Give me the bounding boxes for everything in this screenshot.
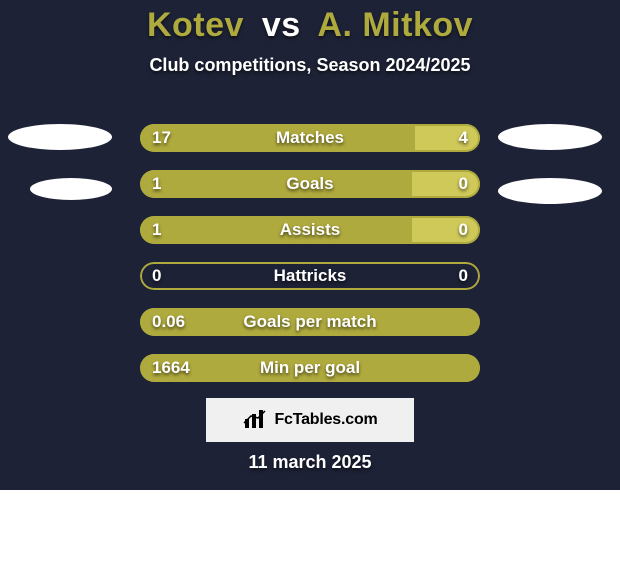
side-ellipse: [8, 124, 112, 150]
stat-segment-left: [140, 354, 480, 382]
date-text: 11 march 2025: [0, 452, 620, 473]
stat-segment-right: [412, 170, 480, 198]
player2-name: A. Mitkov: [317, 6, 473, 44]
stat-row: Hattricks0 0: [140, 262, 480, 290]
panel: Kotev vs A. Mitkov Club competitions, Se…: [0, 0, 620, 490]
stat-segment-left: [140, 170, 412, 198]
stat-row: Goals per match0.06: [140, 308, 480, 336]
chart-icon: [242, 409, 268, 431]
stat-outline: [140, 262, 480, 290]
stat-row: Goals10: [140, 170, 480, 198]
stat-segment-left: [140, 124, 415, 152]
stat-bars: Matches174 Goals10 Assists10 Hattricks0 0 Goa…: [140, 124, 480, 400]
stat-segment-left: [140, 216, 412, 244]
comparison-title: Kotev vs A. Mitkov: [0, 0, 620, 45]
player1-name: Kotev: [147, 6, 244, 44]
stat-value-left: 0: [152, 262, 161, 290]
side-ellipse: [498, 124, 602, 150]
stat-value-right: 0: [459, 262, 468, 290]
side-ellipse: [498, 178, 602, 204]
stat-segment-right: [415, 124, 480, 152]
stat-row: Min per goal1664: [140, 354, 480, 382]
stage: Kotev vs A. Mitkov Club competitions, Se…: [0, 0, 620, 580]
logo-text: FcTables.com: [274, 411, 377, 429]
stat-row: Assists10: [140, 216, 480, 244]
stat-row: Matches174: [140, 124, 480, 152]
stat-label: Hattricks: [140, 262, 480, 290]
stat-segment-right: [412, 216, 480, 244]
side-ellipse: [30, 178, 112, 200]
vs-label: vs: [262, 6, 301, 44]
logo-box: FcTables.com: [206, 398, 414, 442]
stat-segment-left: [140, 308, 480, 336]
subtitle: Club competitions, Season 2024/2025: [0, 55, 620, 76]
